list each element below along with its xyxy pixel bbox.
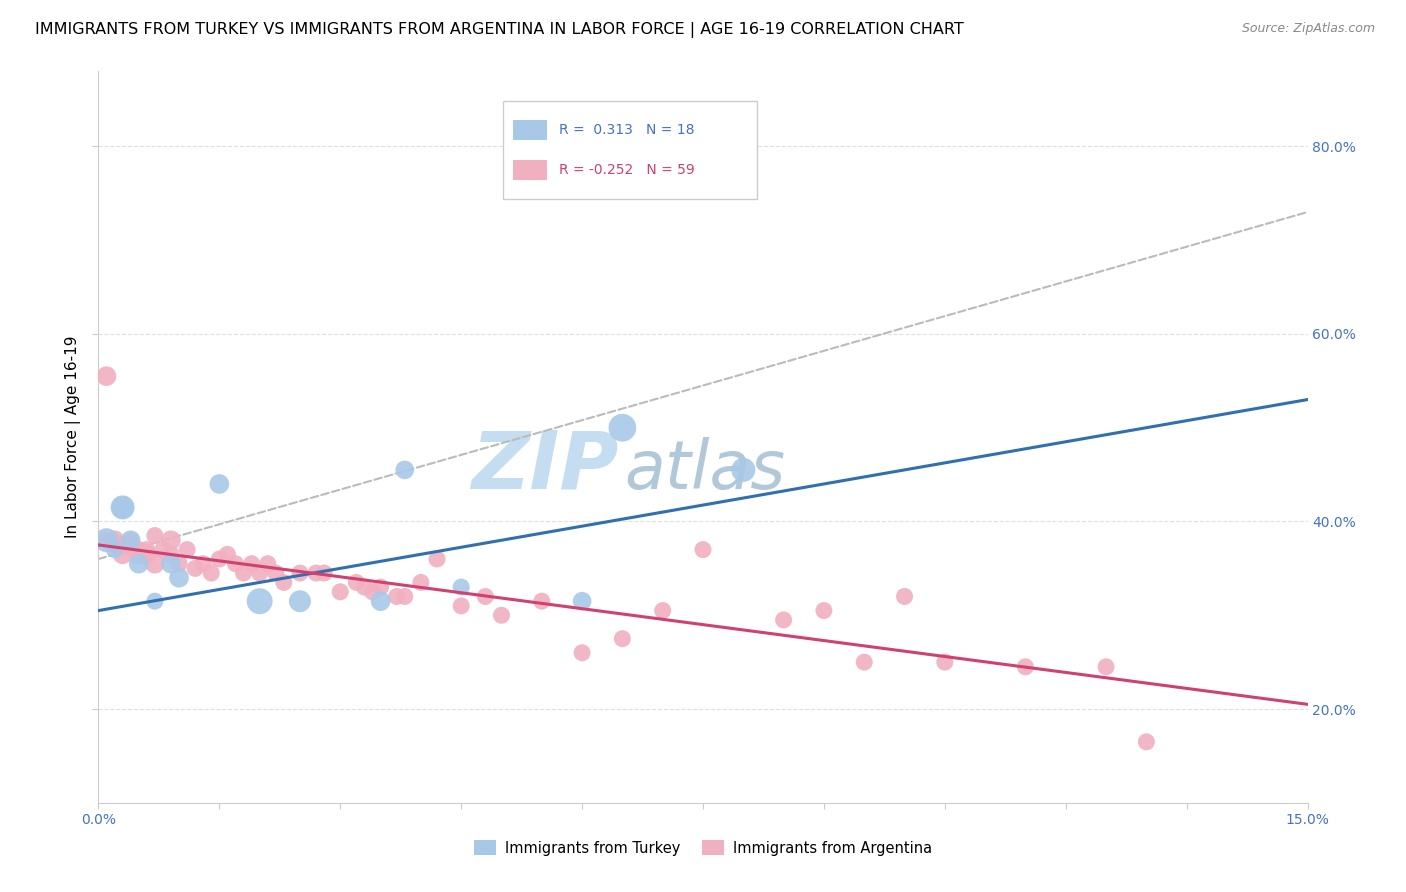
Point [612, 632, 634, 646]
Point [120, 533, 142, 548]
Text: ZIP: ZIP [471, 427, 619, 506]
Point [450, 599, 472, 613]
Point [120, 538, 142, 552]
Point [385, 590, 408, 604]
Point [571, 646, 593, 660]
Point [314, 566, 336, 580]
Point [160, 557, 183, 571]
Point [135, 542, 157, 557]
Point [409, 575, 432, 590]
Point [176, 542, 198, 557]
Point [128, 557, 150, 571]
Point [353, 580, 375, 594]
Point [96, 533, 118, 548]
Point [143, 528, 166, 542]
Point [103, 542, 125, 557]
Point [143, 557, 166, 571]
Point [1135, 735, 1157, 749]
Point [160, 533, 183, 548]
Point [394, 463, 416, 477]
Point [96, 369, 118, 384]
Point [733, 463, 755, 477]
Point [193, 557, 215, 571]
Point [160, 547, 183, 561]
Text: R = -0.252   N = 59: R = -0.252 N = 59 [560, 163, 695, 178]
Text: IMMIGRANTS FROM TURKEY VS IMMIGRANTS FROM ARGENTINA IN LABOR FORCE | AGE 16-19 C: IMMIGRANTS FROM TURKEY VS IMMIGRANTS FRO… [35, 22, 965, 38]
Point [692, 542, 714, 557]
Point [143, 594, 166, 608]
Point [217, 547, 239, 561]
Point [853, 655, 876, 669]
Point [370, 580, 392, 594]
Point [571, 594, 593, 608]
Point [813, 603, 835, 617]
Point [1014, 660, 1036, 674]
Point [934, 655, 956, 669]
Point [893, 590, 915, 604]
Point [208, 552, 231, 566]
Point [152, 542, 174, 557]
Point [426, 552, 449, 566]
Point [491, 608, 513, 623]
Point [530, 594, 553, 608]
Point [135, 547, 157, 561]
Point [474, 590, 496, 604]
Point [96, 533, 118, 548]
Point [273, 575, 295, 590]
Point [167, 571, 190, 585]
Point [1095, 660, 1118, 674]
Point [264, 566, 287, 580]
Point [208, 477, 231, 491]
Point [612, 420, 634, 434]
Point [111, 547, 134, 561]
Point [394, 590, 416, 604]
Point [200, 566, 222, 580]
Point [305, 566, 328, 580]
Point [249, 594, 271, 608]
Y-axis label: In Labor Force | Age 16-19: In Labor Force | Age 16-19 [65, 335, 82, 539]
Point [288, 566, 311, 580]
Point [232, 566, 254, 580]
Point [167, 557, 190, 571]
Point [256, 557, 278, 571]
Point [184, 561, 207, 575]
Text: atlas: atlas [624, 437, 786, 503]
Point [111, 500, 134, 515]
Text: R =  0.313   N = 18: R = 0.313 N = 18 [560, 123, 695, 136]
Point [224, 557, 246, 571]
Text: Source: ZipAtlas.com: Source: ZipAtlas.com [1241, 22, 1375, 36]
FancyBboxPatch shape [513, 160, 547, 180]
Point [111, 500, 134, 515]
Point [103, 533, 125, 548]
Point [111, 538, 134, 552]
Point [772, 613, 794, 627]
Point [651, 603, 673, 617]
Point [370, 594, 392, 608]
Point [288, 594, 311, 608]
Point [120, 533, 142, 548]
Point [450, 580, 472, 594]
Legend: Immigrants from Turkey, Immigrants from Argentina: Immigrants from Turkey, Immigrants from … [468, 834, 938, 862]
Point [361, 584, 384, 599]
Point [103, 538, 125, 552]
Point [249, 566, 271, 580]
Point [329, 584, 352, 599]
FancyBboxPatch shape [503, 101, 758, 200]
Point [128, 542, 150, 557]
FancyBboxPatch shape [513, 120, 547, 140]
Point [344, 575, 367, 590]
Point [240, 557, 263, 571]
Point [128, 547, 150, 561]
